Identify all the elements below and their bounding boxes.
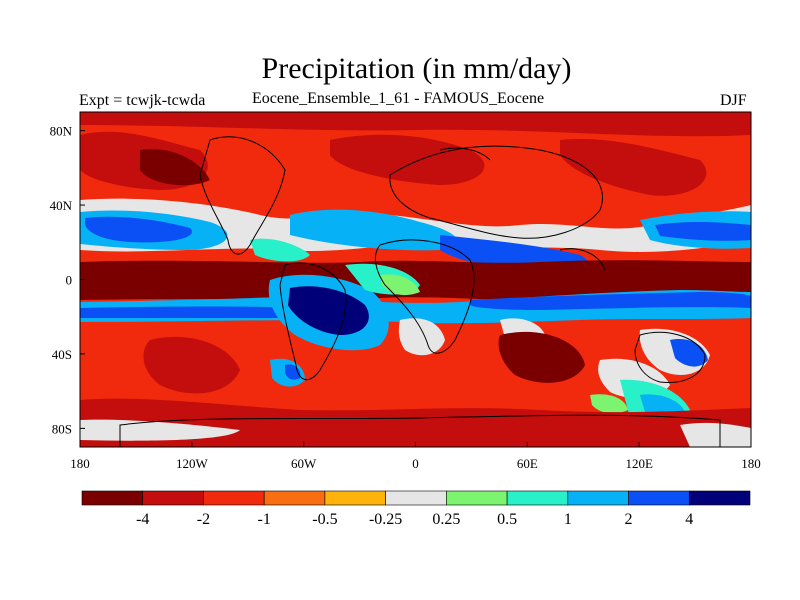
field-patch [80,112,751,137]
field-patch [80,306,319,318]
field-patch [470,292,751,310]
continent-outlines [119,136,721,447]
field-patch [590,394,628,414]
experiment-label: Expt = tcwjk-tcwda [79,92,206,109]
field-patch [398,318,445,356]
colorbar-label: 2 [625,511,633,528]
colorbar-label: -0.25 [369,511,402,528]
x-tick-label: 120W [176,456,209,471]
colorbar-label: -1 [258,511,271,528]
colorbar-label: -2 [197,511,210,528]
x-tick-label: 60E [517,456,538,471]
colorbar-swatch [81,490,144,506]
x-tick-label: 120E [625,456,653,471]
field-patch [85,216,192,243]
colorbar-swatch [506,490,569,506]
colorbar: -4 -2 -1 -0.5 -0.25 0.25 0.5 1 2 4 [81,490,751,528]
colorbar-swatch [628,490,690,506]
colorbar-swatch [203,490,265,506]
x-tick-label: 60W [291,456,317,471]
field-patch [498,331,585,383]
colorbar-label: 0.25 [432,511,460,528]
field-patch [680,422,751,447]
north-america-outline [199,136,286,255]
australia-outline [634,331,706,384]
colorbar-swatch [263,490,326,506]
field-patch [80,398,751,447]
colorbar-label: 0.5 [497,511,517,528]
field-patch [560,139,707,196]
y-tick-label: 0 [66,273,73,288]
eurasia-outline [389,145,603,239]
south-america-outline [279,262,347,380]
field-patch [250,238,310,262]
page-title: Precipitation (in mm/day) [261,52,572,85]
y-axis: 80N 40N 0 40S 80S [50,124,85,436]
y-tick-label: 40S [52,347,72,362]
colorbar-label: -4 [136,511,149,528]
maritime-continent-outline [559,248,606,271]
field-patch [140,149,210,186]
arctic-coast-outline [439,147,491,161]
x-tick-label: 180 [741,456,761,471]
colorbar-swatch [324,490,386,506]
antarctica-outline [119,414,721,447]
season-label: DJF [720,92,747,109]
colorbar-label: -0.5 [312,511,337,528]
colorbar-swatch [688,490,751,506]
field-patch [143,336,240,394]
field-patch [288,286,369,335]
x-tick-label: 180 [70,456,90,471]
y-tick-label: 80S [52,421,72,436]
colorbar-swatch [142,490,204,506]
ensemble-label: Eocene_Ensemble_1_61 - FAMOUS_Eocene [252,90,545,107]
colorbar-swatch [385,490,447,506]
y-tick-label: 40N [50,198,73,213]
x-axis: 180 120W 60W 0 60E 120E 180 [70,442,761,471]
colorbar-swatch [446,490,508,506]
y-tick-label: 80N [50,124,73,139]
map-plot-area [80,112,751,447]
colorbar-swatch [567,490,629,506]
x-tick-label: 0 [412,456,419,471]
colorbar-label: 4 [685,511,693,528]
field-patch [655,221,751,241]
field-patch [330,134,485,185]
colorbar-label: 1 [564,511,572,528]
africa-outline [374,239,475,354]
